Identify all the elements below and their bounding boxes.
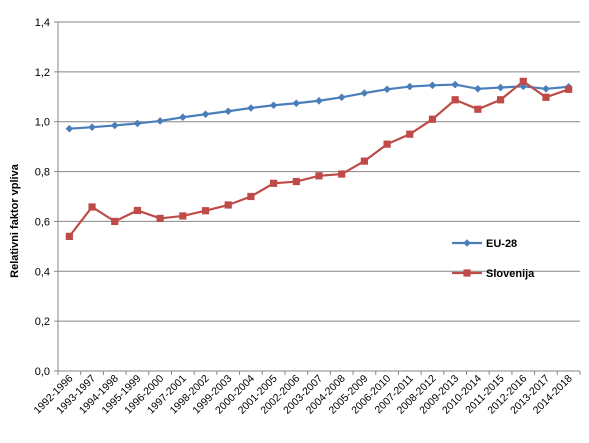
- data-point-diamond: [224, 107, 233, 116]
- data-point-diamond: [428, 81, 437, 90]
- data-point-square: [224, 201, 232, 209]
- data-point-diamond: [88, 123, 96, 131]
- data-point-diamond: [405, 82, 414, 91]
- data-point-diamond: [360, 89, 369, 97]
- data-point-diamond: [496, 83, 505, 92]
- data-point-diamond: [269, 101, 278, 110]
- y-tick-label: 0,8: [35, 167, 50, 179]
- data-point-square: [65, 232, 73, 240]
- data-point-square: [133, 206, 142, 215]
- y-tick-label: 1,2: [35, 67, 50, 79]
- data-point-diamond: [156, 117, 164, 125]
- legend-label: EU-28: [486, 238, 517, 250]
- data-point-square: [383, 140, 391, 148]
- data-point-diamond: [247, 104, 255, 112]
- legend-marker: [463, 239, 471, 247]
- data-point-square: [519, 77, 527, 85]
- y-axis-title: Relativni faktor vpliva: [9, 163, 21, 278]
- data-point-square: [315, 172, 323, 180]
- data-point-square: [247, 192, 255, 201]
- data-point-diamond: [133, 119, 142, 128]
- series-line-1: [68, 79, 570, 238]
- y-tick-label: 0,4: [35, 266, 50, 278]
- data-point-square: [565, 85, 573, 93]
- data-point-square: [338, 170, 346, 178]
- data-point-diamond: [292, 99, 301, 108]
- data-point-square: [496, 96, 505, 104]
- data-point-square: [542, 93, 550, 101]
- data-point-square: [156, 214, 164, 223]
- data-point-square: [201, 207, 210, 215]
- y-tick-label: 1,0: [35, 117, 50, 129]
- data-point-diamond: [474, 85, 482, 93]
- data-point-diamond: [337, 93, 346, 102]
- y-tick-label: 1,4: [35, 17, 50, 29]
- series-group: [65, 77, 573, 240]
- data-point-square: [406, 130, 414, 138]
- data-point-square: [360, 157, 368, 165]
- data-point-square: [111, 217, 119, 226]
- legend: EU-28 Slovenija: [452, 238, 535, 280]
- data-point-square: [270, 179, 278, 187]
- y-axis-ticks: 0,0 0,2 0,4 0,6 0,8 1,0 1,2 1,4: [35, 17, 58, 378]
- x-axis-ticks: 1992-19961993-19971994-19981995-19991996…: [31, 371, 581, 417]
- data-point-diamond: [110, 121, 119, 130]
- data-point-diamond: [179, 113, 187, 122]
- data-point-diamond: [519, 82, 528, 91]
- data-point-square: [428, 115, 437, 123]
- data-point-diamond: [201, 110, 210, 119]
- y-tick-label: 0,2: [35, 316, 50, 328]
- data-point-square: [292, 177, 300, 186]
- legend-label: Slovenija: [486, 268, 535, 280]
- y-tick-label: 0,6: [35, 216, 50, 228]
- data-point-diamond: [451, 80, 459, 89]
- data-point-diamond: [383, 85, 391, 94]
- data-point-diamond: [542, 85, 550, 93]
- data-point-square: [451, 96, 459, 104]
- axes: [57, 22, 580, 372]
- legend-marker: [463, 269, 471, 277]
- data-point-diamond: [65, 124, 74, 133]
- data-point-square: [88, 203, 96, 211]
- data-point-diamond: [315, 96, 323, 105]
- data-point-square: [474, 105, 482, 113]
- y-tick-label: 0,0: [35, 366, 50, 378]
- data-point-square: [179, 212, 187, 220]
